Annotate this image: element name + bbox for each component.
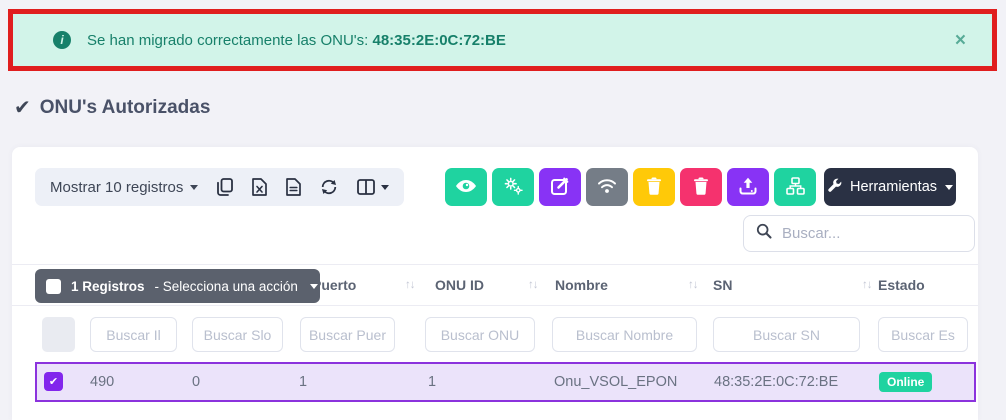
filter-onu-input[interactable] xyxy=(425,317,535,352)
column-header-estado[interactable]: Estado xyxy=(878,277,925,293)
services-button[interactable] xyxy=(492,168,534,206)
cell-estado: Online xyxy=(879,364,933,400)
filter-nombre-input[interactable] xyxy=(552,317,697,352)
show-entries-select[interactable]: Mostrar 10 registros xyxy=(50,178,199,196)
selection-count-label: 1 Registros xyxy=(71,278,145,294)
column-header-sn[interactable]: SN xyxy=(713,277,733,293)
view-button[interactable] xyxy=(445,168,487,206)
action-button-bar xyxy=(445,168,816,206)
cell-onu-id: 1 xyxy=(428,374,437,390)
selection-count: 1 Registros xyxy=(71,279,145,294)
onu-table-card: Mostrar 10 registros xyxy=(12,147,978,420)
gears-icon xyxy=(503,176,523,198)
search-input[interactable] xyxy=(782,225,962,242)
delete-permanent-button[interactable] xyxy=(680,168,722,206)
cell-slot: 0 xyxy=(192,374,201,390)
table-row[interactable]: ✔ 490 0 1 1 Onu_VSOL_EPON 48:35:2E:0C:72… xyxy=(35,362,976,402)
columns-icon[interactable] xyxy=(357,179,390,195)
alert-message: Se han migrado correctamente las ONU's: … xyxy=(87,32,506,49)
column-header-puerto[interactable]: Puerto xyxy=(312,277,357,293)
sort-icon[interactable]: ↑↓ xyxy=(528,279,538,291)
alert-mac-address: 48:35:2E:0C:72:BE xyxy=(372,31,506,49)
filter-id-input[interactable] xyxy=(90,317,177,352)
column-filter-row xyxy=(12,317,978,352)
column-header-onu-id[interactable]: ONU ID xyxy=(435,277,484,293)
table-header-row: Puerto ↑↓ ONU ID ↑↓ Nombre ↑↓ SN ↑↓ Esta… xyxy=(12,264,978,306)
chevron-down-icon xyxy=(190,184,199,190)
filter-sn-input[interactable] xyxy=(713,317,860,352)
selection-action-dropdown[interactable]: 1 Registros - Selecciona una acción xyxy=(35,269,320,303)
tools-dropdown-button[interactable]: Herramientas xyxy=(824,168,956,206)
check-icon: ✔ xyxy=(14,97,31,119)
edit-button[interactable] xyxy=(539,168,581,206)
edit-pencil-icon xyxy=(551,177,569,198)
page-heading: ✔ ONU's Autorizadas xyxy=(14,95,210,120)
select-all-checkbox[interactable] xyxy=(46,278,61,294)
wifi-button[interactable] xyxy=(586,168,628,206)
success-alert: i Se han migrado correctamente las ONU's… xyxy=(13,14,992,66)
column-header-nombre[interactable]: Nombre xyxy=(555,277,608,293)
selection-action-label: - Selecciona una acción xyxy=(154,278,298,294)
filter-slot-input[interactable] xyxy=(192,317,283,352)
alert-message-text: Se han migrado correctamente las ONU's: xyxy=(87,31,369,49)
upload-button[interactable] xyxy=(727,168,769,206)
row-checkbox-checked[interactable]: ✔ xyxy=(44,372,63,391)
export-excel-icon[interactable] xyxy=(252,178,268,196)
filter-puerto-input[interactable] xyxy=(300,317,395,352)
annotation-highlight-box: i Se han migrado correctamente las ONU's… xyxy=(8,9,997,71)
export-file-icon[interactable] xyxy=(286,178,302,196)
sort-icon[interactable]: ↑↓ xyxy=(688,279,698,291)
page-title: ONU's Autorizadas xyxy=(39,96,211,118)
wifi-icon xyxy=(597,178,617,197)
table-toolbar-group: Mostrar 10 registros xyxy=(35,168,405,206)
search-icon xyxy=(756,223,772,244)
copy-icon[interactable] xyxy=(217,178,234,196)
filter-placeholder-cell xyxy=(42,317,75,352)
upload-icon xyxy=(739,177,757,198)
info-icon: i xyxy=(53,31,71,49)
cell-id: 490 xyxy=(90,374,115,390)
cell-sn: 48:35:2E:0C:72:BE xyxy=(714,374,839,390)
search-box xyxy=(743,215,975,252)
delete-button[interactable] xyxy=(633,168,675,206)
sort-icon[interactable]: ↑↓ xyxy=(862,279,872,291)
show-entries-label: Mostrar 10 registros xyxy=(50,178,184,196)
network-button[interactable] xyxy=(774,168,816,206)
trash-icon xyxy=(646,177,662,198)
chevron-down-icon xyxy=(309,283,318,289)
cell-puerto: 1 xyxy=(299,374,308,390)
cell-nombre: Onu_VSOL_EPON xyxy=(554,374,678,390)
status-badge: Online xyxy=(879,372,933,392)
filter-estado-input[interactable] xyxy=(878,317,968,352)
refresh-icon[interactable] xyxy=(320,178,338,196)
eye-icon xyxy=(455,179,477,196)
tools-label: Herramientas xyxy=(849,179,938,195)
sitemap-icon xyxy=(785,176,805,198)
chevron-down-icon xyxy=(381,184,390,190)
sort-icon[interactable]: ↑↓ xyxy=(405,279,415,291)
close-icon[interactable]: × xyxy=(954,29,966,51)
wrench-icon xyxy=(827,178,842,197)
trash-icon xyxy=(693,177,709,198)
chevron-down-icon xyxy=(945,184,954,190)
